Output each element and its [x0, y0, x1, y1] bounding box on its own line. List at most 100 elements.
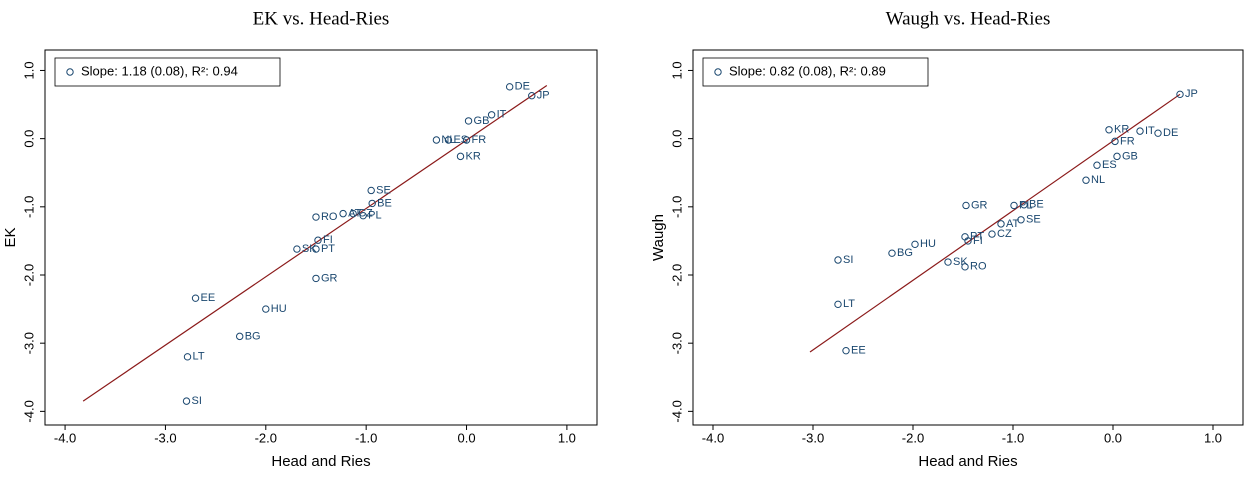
point: [964, 237, 972, 245]
x-tick-label: 1.0: [558, 430, 576, 445]
point: [944, 258, 952, 266]
point-label: AT: [1006, 218, 1020, 230]
point: [339, 209, 347, 218]
y-axis-label: EK: [2, 227, 19, 247]
y-tick-label: -4.0: [21, 400, 36, 422]
point: [962, 201, 970, 210]
point-label: SK: [302, 243, 317, 255]
point: [456, 152, 465, 161]
point: [314, 236, 322, 244]
point-label: BG: [897, 247, 913, 259]
point-label: KR: [1114, 124, 1129, 136]
point-label: KR: [466, 150, 481, 162]
point: [1154, 129, 1162, 137]
point: [462, 136, 471, 144]
point: [262, 305, 270, 313]
plot-frame: [692, 49, 1244, 426]
y-tick-label: -3.0: [21, 332, 36, 354]
x-tick-label: -4.0: [702, 430, 724, 445]
legend-label: Slope: 1.18 (0.08), R²: 0.94: [81, 63, 238, 78]
point-label: DE: [1163, 127, 1178, 139]
point-label: BG: [245, 330, 261, 342]
point: [888, 249, 896, 257]
point-label: EE: [201, 292, 216, 304]
x-tick-label: 1.0: [1204, 430, 1222, 445]
point-label: NL: [441, 134, 455, 146]
point: [1010, 201, 1018, 210]
x-tick-label: 0.0: [457, 430, 475, 445]
point-label: IT: [1145, 125, 1155, 137]
y-tick-label: -2.0: [21, 264, 36, 286]
chart-title: EK vs. Head-Ries: [253, 8, 390, 29]
y-tick-label: -3.0: [669, 332, 684, 354]
point-label: PL: [1019, 199, 1032, 211]
x-axis-label: Head and Ries: [918, 453, 1017, 470]
point: [349, 209, 357, 218]
y-tick-label: -1.0: [669, 196, 684, 218]
x-axis-label: Head and Ries: [271, 453, 370, 470]
point: [191, 294, 200, 302]
point-label: GB: [474, 115, 490, 127]
point-label: RO: [970, 261, 987, 273]
point: [182, 397, 191, 405]
y-tick-label: 1.0: [21, 61, 36, 79]
point-label: IT: [497, 109, 507, 121]
point-label: GR: [971, 199, 988, 211]
y-tick-label: -1.0: [21, 196, 36, 218]
point-label: JP: [1185, 88, 1198, 100]
point: [312, 274, 320, 283]
point-label: FI: [973, 235, 983, 247]
legend-marker: [714, 68, 722, 76]
y-axis-label: Waugh: [650, 214, 667, 261]
point-label: PT: [321, 243, 335, 255]
point: [834, 256, 842, 264]
point: [834, 300, 842, 309]
legend-box: [54, 57, 281, 87]
point: [1105, 126, 1113, 134]
y-tick-label: -4.0: [669, 400, 684, 422]
point: [988, 230, 996, 238]
point-label: FR: [1120, 135, 1135, 147]
point-label: HU: [920, 238, 936, 250]
point-label: SI: [843, 254, 853, 266]
point-label: SI: [192, 395, 202, 407]
legend-marker: [66, 68, 74, 76]
point: [368, 199, 376, 208]
point-label: ES: [453, 134, 468, 146]
point: [1020, 201, 1028, 209]
x-tick-label: -4.0: [54, 430, 76, 445]
point: [1082, 176, 1090, 184]
point-label: SK: [953, 256, 968, 268]
point-label: NL: [1091, 174, 1105, 186]
point-label: GB: [1122, 150, 1138, 162]
point: [367, 186, 375, 195]
x-tick-label: -3.0: [802, 430, 824, 445]
y-tick-label: 0.0: [669, 130, 684, 148]
point-label: SE: [1026, 214, 1041, 226]
point-label: BE: [1029, 199, 1044, 211]
point-label: PT: [970, 231, 984, 243]
point-label: RO: [321, 211, 338, 223]
point-label: LT: [193, 351, 205, 363]
point: [312, 245, 320, 253]
fit-line: [809, 93, 1181, 353]
point: [997, 220, 1005, 228]
point: [359, 211, 367, 220]
point-label: LT: [843, 298, 855, 310]
point: [911, 240, 919, 249]
point: [1111, 137, 1119, 146]
point: [1093, 161, 1101, 169]
point-label: CZ: [997, 228, 1012, 240]
point-label: SE: [376, 184, 391, 196]
point: [505, 83, 514, 91]
point: [1017, 216, 1025, 224]
point: [842, 346, 850, 355]
point: [1113, 152, 1121, 161]
point: [444, 136, 453, 144]
point: [1136, 127, 1144, 135]
point-label: FI: [323, 234, 333, 246]
point: [183, 353, 192, 361]
point-label: DE: [515, 81, 530, 93]
point: [528, 91, 536, 100]
legend-label: Slope: 0.82 (0.08), R²: 0.89: [729, 63, 886, 78]
